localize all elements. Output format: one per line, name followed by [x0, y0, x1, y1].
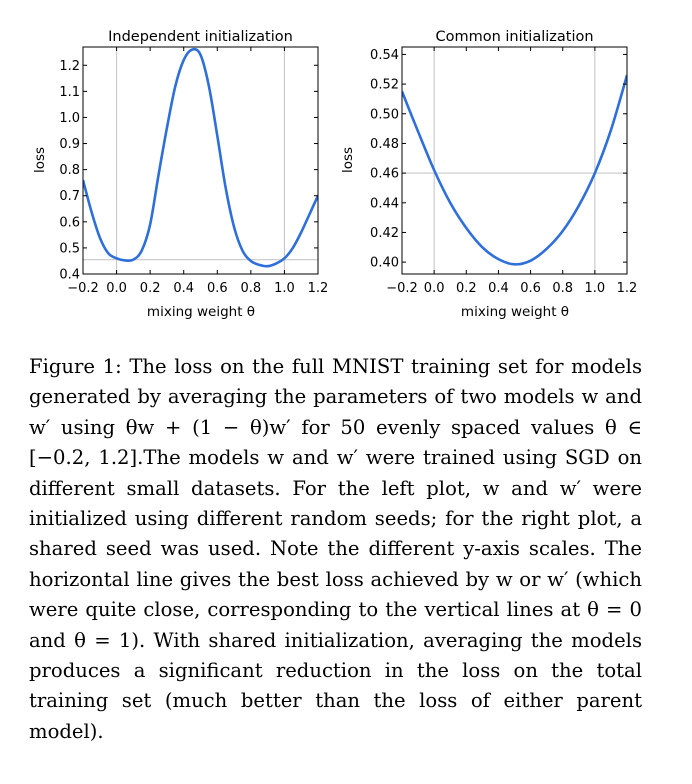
left-ytick-label: 0.7: [59, 189, 80, 204]
left-ytick-label: 0.5: [59, 241, 80, 256]
figure-plots: −0.2 0.0 0.2 0.4 0.6 0.8 1.0 1.2 0.4 0.5 0.6 0.7 0.8…: [32, 29, 637, 320]
figure-caption: Figure 1: The loss on the full MNIST tra…: [29, 352, 642, 747]
right-ytick-label: 0.42: [370, 226, 399, 241]
right-xtick-label: 1.2: [617, 281, 638, 296]
left-ytick-label: 0.4: [59, 268, 80, 283]
right-ytick-label: 0.52: [370, 78, 399, 93]
left-ylabel: loss: [32, 147, 48, 173]
left-xtick-label: 1.0: [274, 281, 295, 296]
right-ylabel: loss: [340, 147, 356, 173]
right-ytick-label: 0.50: [370, 107, 399, 122]
left-xtick-label: 0.0: [106, 281, 127, 296]
right-xtick-label: 0.2: [456, 281, 477, 296]
right-axes-frame: [401, 46, 628, 275]
left-ytick-label: 0.6: [59, 215, 80, 230]
left-xtick-label: −0.2: [67, 281, 99, 296]
right-xtick-label: 0.0: [424, 281, 445, 296]
left-ytick-label: 1.2: [59, 59, 80, 74]
figure: −0.2 0.0 0.2 0.4 0.6 0.8 1.0 1.2 0.4 0.5 0.6 0.7 0.8…: [0, 0, 692, 340]
left-axes-frame: [82, 46, 319, 275]
right-xtick-label: 0.6: [520, 281, 541, 296]
left-xtick-label: 1.2: [308, 281, 329, 296]
right-loss-curve: [402, 74, 627, 266]
left-plot: −0.2 0.0 0.2 0.4 0.6 0.8 1.0 1.2 0.4 0.5 0.6 0.7 0.8…: [32, 29, 328, 320]
left-xtick-label: 0.2: [140, 281, 161, 296]
right-ytick-label: 0.48: [370, 137, 399, 152]
left-xtick-label: 0.6: [207, 281, 228, 296]
left-loss-curve: [83, 47, 318, 268]
left-xtick-label: 0.4: [173, 281, 194, 296]
right-ytick-label: 0.54: [370, 48, 399, 63]
left-xlabel: mixing weight θ: [147, 304, 255, 320]
left-plot-title: Independent initialization: [108, 29, 293, 45]
left-ytick-label: 0.8: [59, 163, 80, 178]
right-ytick-label: 0.46: [370, 167, 399, 182]
left-ytick-label: 1.1: [59, 85, 80, 100]
right-ytick-label: 0.44: [370, 196, 399, 211]
right-xtick-label: −0.2: [386, 281, 418, 296]
caption-text: The loss on the full MNIST training set …: [29, 355, 643, 743]
right-ytick-label: 0.40: [370, 256, 399, 271]
right-plot: −0.2 0.0 0.2 0.4 0.6 0.8 1.0 1.2 0.40 0.42 0.44 0.4…: [340, 29, 637, 320]
right-xtick-label: 1.0: [585, 281, 606, 296]
right-xtick-label: 0.8: [552, 281, 573, 296]
right-xlabel: mixing weight θ: [461, 304, 569, 320]
left-ytick-label: 0.9: [59, 137, 80, 152]
right-plot-title: Common initialization: [435, 29, 593, 45]
right-xtick-label: 0.4: [488, 281, 509, 296]
left-ytick-label: 1.0: [59, 111, 80, 126]
left-xtick-label: 0.8: [241, 281, 262, 296]
caption-label: Figure 1:: [29, 355, 122, 378]
